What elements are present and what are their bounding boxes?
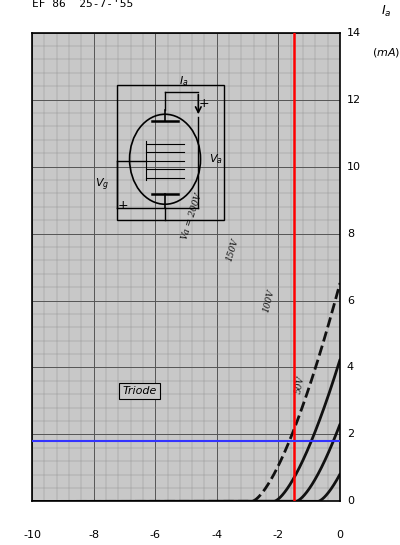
Text: 10: 10 [347, 162, 361, 172]
Text: $I_a$: $I_a$ [381, 4, 392, 19]
Text: -10: -10 [23, 530, 41, 540]
Text: -8: -8 [88, 530, 99, 540]
Text: -2: -2 [273, 530, 284, 540]
Text: 0: 0 [336, 530, 344, 540]
Text: 2: 2 [347, 429, 354, 439]
Text: 14: 14 [347, 28, 361, 38]
Text: -6: -6 [150, 530, 161, 540]
Text: 4: 4 [347, 362, 354, 372]
Text: 150V: 150V [224, 238, 240, 263]
Text: 12: 12 [347, 95, 361, 105]
Text: 6: 6 [347, 295, 354, 306]
Text: 0: 0 [347, 496, 354, 506]
Text: $(mA)$: $(mA)$ [372, 46, 400, 59]
Text: -4: -4 [211, 530, 222, 540]
Text: 50V: 50V [294, 374, 306, 394]
Text: Triode: Triode [123, 386, 157, 396]
Text: EF 86  25-7-'55: EF 86 25-7-'55 [32, 0, 133, 9]
Text: Va = 200V: Va = 200V [180, 192, 204, 241]
Text: 8: 8 [347, 228, 354, 239]
Text: 100V: 100V [262, 288, 276, 313]
